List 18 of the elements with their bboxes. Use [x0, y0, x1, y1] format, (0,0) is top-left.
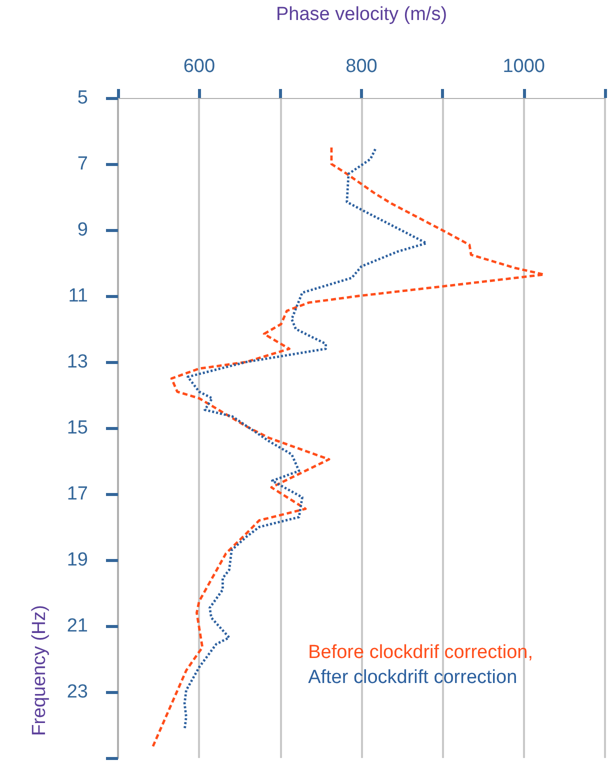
y-tick-label: 23	[66, 682, 88, 702]
x-tick-label: 600	[183, 56, 216, 77]
x-tick-label: 800	[346, 56, 378, 77]
y-tick-label: 9	[77, 220, 88, 240]
text: After clockdrift correction	[308, 667, 518, 688]
y-tick-label: 17	[66, 484, 88, 504]
x-axis-title: Phase velocity (m/s)	[276, 4, 448, 25]
y-tick-label: 21	[66, 616, 88, 636]
y-tick-label: 13	[66, 352, 88, 372]
line-series	[152, 146, 546, 748]
y-tick-label: 11	[68, 286, 88, 306]
y-tick-label: 15	[66, 418, 88, 438]
y-tick-label: 7	[77, 154, 88, 174]
x-tick-label: 1000	[502, 56, 545, 77]
y-tick-label: 5	[77, 88, 88, 108]
text: Before clockdrif correction,	[308, 642, 533, 663]
y-tick-label: 19	[66, 550, 88, 570]
y-axis-title: Frequency (Hz)	[29, 605, 50, 736]
